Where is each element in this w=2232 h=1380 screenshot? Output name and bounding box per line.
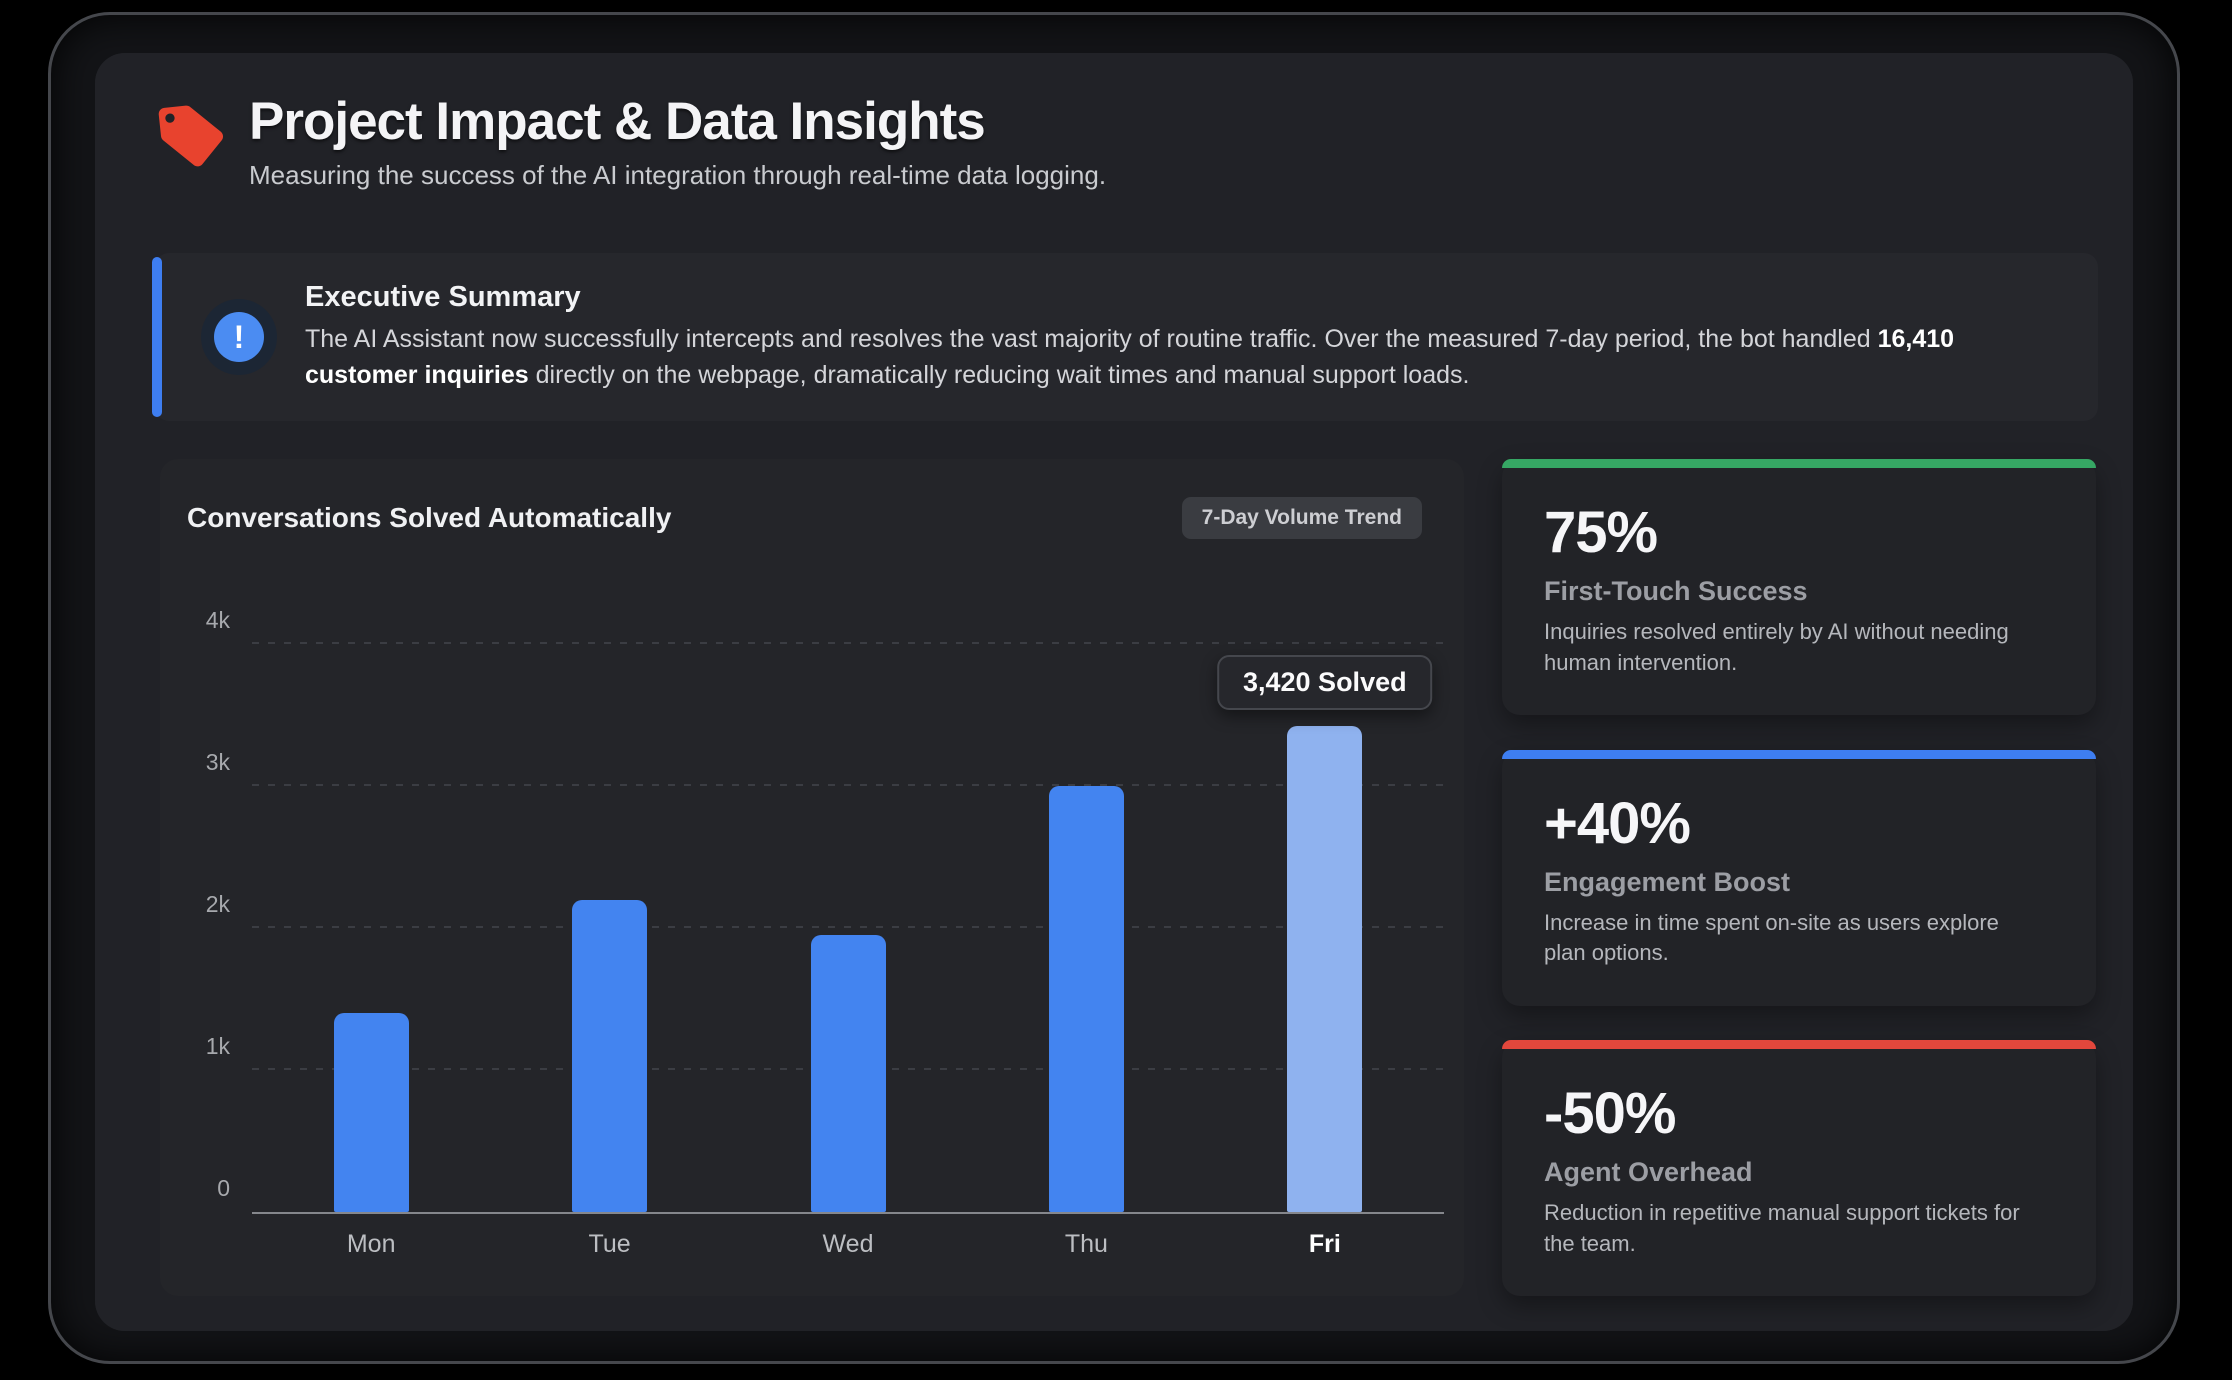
stat-cards-column: 75% First-Touch Success Inquiries resolv… (1502, 459, 2096, 1296)
stat-value: -50% (1544, 1081, 1676, 1146)
y-axis-tick-4k: 4k (205, 607, 230, 633)
inquiries-count: 16,410 customer inquiries (305, 325, 1955, 389)
stat-value: +40% (1544, 790, 1691, 856)
x-axis-label-tue: Tue (588, 1230, 631, 1258)
tablet-screen: Project Impact & Data Insights Measuring… (95, 53, 2133, 1331)
stat-description: Inquiries resolved entirely by AI withou… (1544, 619, 2009, 675)
bar-mon[interactable] (333, 1013, 409, 1212)
bar-fri[interactable] (1287, 726, 1363, 1212)
chart-header: Conversations Solved Automatically 7-Day… (187, 497, 1422, 539)
y-axis-tick-1k: 1k (205, 1033, 230, 1059)
executive-summary-heading: Executive Summary (305, 281, 581, 313)
x-axis-label-mon: Mon (346, 1230, 396, 1258)
stat-description: Increase in time spent on-site as users … (1544, 909, 1999, 966)
y-axis-tick-2k: 2k (205, 891, 230, 917)
stat-label: Engagement Boost (1544, 866, 1791, 897)
dashboard-slide: Project Impact & Data Insights Measuring… (95, 53, 2133, 1331)
chart-title: Conversations Solved Automatically (187, 502, 672, 533)
page-subtitle: Measuring the success of the AI integrat… (249, 160, 1107, 190)
card-accent-green (1502, 459, 2096, 468)
stat-label: Agent Overhead (1544, 1157, 1753, 1187)
card-accent-blue (1502, 749, 2096, 759)
info-icon: ! (201, 299, 277, 375)
gridline-3k (252, 784, 1444, 786)
stat-description: Reduction in repetitive manual support t… (1544, 1200, 2020, 1256)
bar-wed[interactable] (810, 935, 886, 1212)
stat-card-first-touch: 75% First-Touch Success Inquiries resolv… (1502, 459, 2096, 715)
x-axis-label-wed: Wed (822, 1230, 874, 1258)
red-tag-icon (158, 105, 224, 167)
y-axis-tick-3k: 3k (205, 749, 230, 775)
stat-value: 75% (1544, 500, 1658, 565)
bar-thu[interactable] (1048, 786, 1124, 1212)
plot-area: 0 1k 2k 3k 4k Mon Tue Wed Thu Fri 3,420 Solved (206, 607, 1444, 1258)
card-accent-red (1502, 1040, 2096, 1049)
executive-summary-card: ! Executive Summary The AI Assistant now… (152, 253, 2098, 421)
executive-summary-body: The AI Assistant now successfully interc… (305, 325, 1955, 389)
chart-trend-badge: 7-Day Volume Trend (1181, 497, 1422, 539)
page-title: Project Impact & Data Insights (249, 92, 986, 151)
y-axis-tick-0: 0 (217, 1175, 230, 1201)
stat-card-agent-overhead: -50% Agent Overhead Reduction in repetit… (1502, 1040, 2096, 1296)
stat-label: First-Touch Success (1544, 576, 1808, 606)
tablet-frame: Project Impact & Data Insights Measuring… (48, 12, 2180, 1364)
bar-value-tooltip: 3,420 Solved (1216, 655, 1433, 711)
gridline-4k (252, 642, 1444, 644)
slide-header: Project Impact & Data Insights Measuring… (155, 95, 1106, 191)
x-axis-label-fri: Fri (1308, 1230, 1341, 1258)
bar-tue[interactable] (572, 899, 648, 1212)
x-axis-label-thu: Thu (1064, 1230, 1108, 1258)
chart-panel: Conversations Solved Automatically 7-Day… (160, 459, 1464, 1296)
gridline-2k (252, 926, 1444, 928)
stat-card-engagement: +40% Engagement Boost Increase in time s… (1502, 749, 2096, 1006)
